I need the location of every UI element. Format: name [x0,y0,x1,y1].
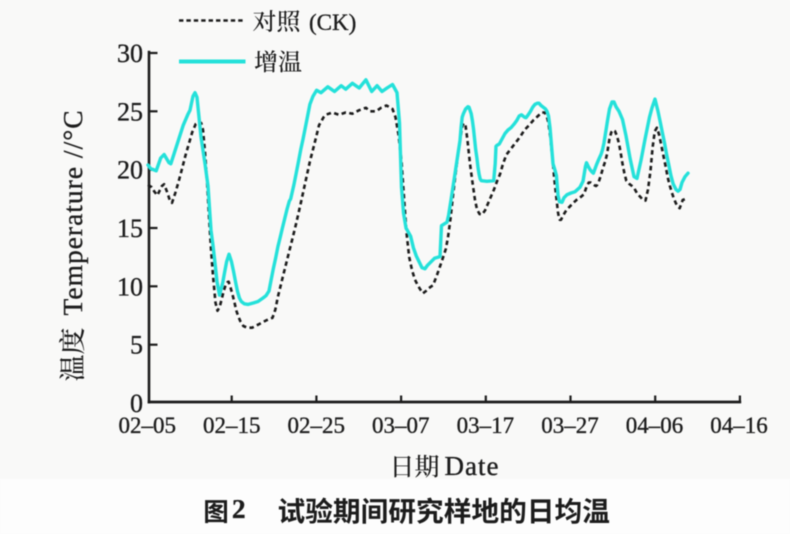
svg-text:2: 2 [232,493,246,524]
svg-text:04–06: 04–06 [626,413,684,438]
svg-text:10: 10 [117,272,143,301]
svg-text:0: 0 [130,389,143,418]
svg-text:15: 15 [117,214,143,243]
svg-text:03–07: 03–07 [372,413,430,438]
svg-text:25: 25 [117,97,143,126]
svg-text:Date: Date [445,451,500,481]
svg-text:03–17: 03–17 [457,413,515,438]
svg-text:Temperature //°C: Temperature //°C [57,109,88,315]
svg-text:03–27: 03–27 [541,413,599,438]
svg-text:(CK): (CK) [309,10,356,35]
svg-text:5: 5 [130,331,143,360]
svg-text:30: 30 [117,39,143,68]
svg-text:20: 20 [117,156,143,185]
svg-text:04–16: 04–16 [710,413,768,438]
svg-text:02–15: 02–15 [203,413,261,438]
svg-text:02–25: 02–25 [288,413,346,438]
svg-text:02–05: 02–05 [118,413,176,438]
